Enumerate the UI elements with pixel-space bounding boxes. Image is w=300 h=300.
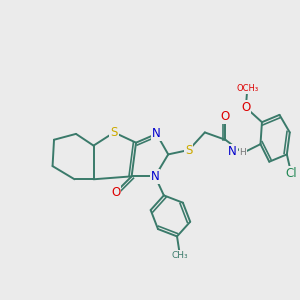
Text: N: N [152, 128, 161, 140]
Text: O: O [111, 186, 120, 199]
Text: S: S [185, 143, 192, 157]
Text: O: O [221, 110, 230, 123]
Text: CH₃: CH₃ [172, 251, 188, 260]
Text: H: H [239, 148, 246, 158]
Text: O: O [241, 101, 250, 114]
Text: Cl: Cl [285, 167, 297, 180]
Text: N: N [228, 145, 237, 158]
Text: S: S [110, 126, 118, 139]
Text: N: N [151, 170, 159, 183]
Text: OCH₃: OCH₃ [236, 84, 258, 93]
